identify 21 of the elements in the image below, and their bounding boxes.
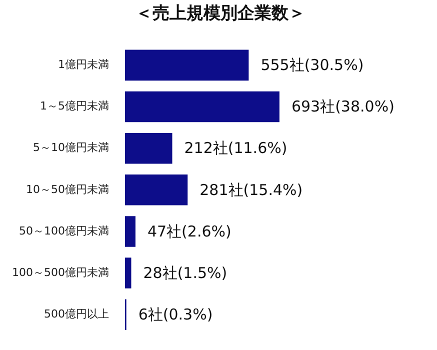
data-label: 281社(15.4%) [200,180,303,199]
y-tick-label: 50～100億円未満 [18,224,109,238]
y-tick-label: 5～10億円未満 [32,141,109,154]
chart-title: ＜売上規模別企業数＞ [136,4,306,24]
y-tick-label: 1億円未満 [58,58,109,72]
data-label: 28社(1.5%) [143,264,228,282]
data-label: 555社(30.5%) [260,56,364,74]
y-tick-label: 500億円以上 [44,307,109,320]
data-label: 693社(38.0%) [291,98,394,116]
bar [124,132,172,164]
y-tick-label: 10～50億円未満 [26,182,109,196]
data-label: 212社(11.6%) [184,139,288,158]
bar [124,258,132,288]
data-label: 47社(2.6%) [147,222,232,240]
y-tick-label: 100～500億円未満 [12,266,109,279]
y-tick-label: 1～5億円未満 [40,100,109,113]
bar [124,174,188,206]
bar [124,91,280,122]
data-label: 6社(0.3%) [138,306,213,324]
bar [124,216,136,247]
bar [124,50,249,81]
